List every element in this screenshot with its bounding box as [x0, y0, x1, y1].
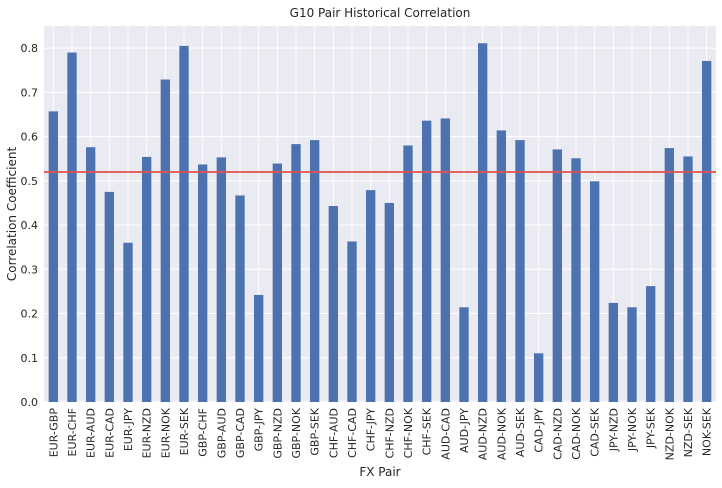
bar-eur-nzd	[142, 156, 152, 402]
x-tick-label: GBP-NOK	[290, 407, 303, 458]
x-tick-label: EUR-GBP	[47, 408, 60, 458]
x-tick-label: CHF-JPY	[365, 408, 378, 451]
bar-cad-sek	[590, 181, 600, 402]
bar-gbp-jpy	[254, 294, 264, 402]
bar-jpy-sek	[646, 286, 656, 402]
x-tick-label: NOK-SEK	[701, 407, 714, 456]
x-tick-label: AUD-JPY	[458, 408, 471, 453]
bar-eur-cad	[104, 191, 114, 402]
bar-nzd-sek	[683, 156, 693, 402]
x-tick-label: CAD-NOK	[570, 407, 583, 460]
bar-jpy-nzd	[608, 302, 618, 402]
bar-aud-nzd	[478, 43, 488, 402]
bar-gbp-nok	[291, 144, 301, 403]
y-tick-label: 0.6	[21, 131, 39, 144]
bars	[48, 43, 712, 403]
bar-cad-jpy	[534, 353, 544, 402]
x-tick-label: EUR-NZD	[141, 408, 154, 458]
bar-chf-cad	[347, 241, 357, 402]
bar-chf-nzd	[384, 202, 394, 402]
bar-aud-sek	[515, 140, 525, 402]
bar-gbp-chf	[198, 164, 208, 402]
x-tick-label: NZD-NOK	[663, 407, 676, 460]
plot-area	[44, 26, 716, 402]
x-tick-label: AUD-SEK	[514, 407, 527, 457]
y-tick-label: 0.0	[21, 396, 39, 409]
bar-cad-nzd	[552, 149, 562, 402]
x-tick-label: GBP-NZD	[271, 408, 284, 459]
x-tick-label: GBP-SEK	[309, 407, 322, 455]
y-axis-title: Correlation Coefficient	[5, 147, 19, 282]
x-tick-label: EUR-CHF	[66, 408, 79, 456]
x-tick-label: GBP-CHF	[197, 408, 210, 457]
x-tick-label: CHF-NZD	[383, 408, 396, 458]
x-tick-label: AUD-NOK	[495, 407, 508, 460]
y-axis-ticks: 0.0 0.1 0.2 0.3 0.4 0.5 0.6 0.7 0.8	[21, 42, 39, 409]
bar-eur-gbp	[48, 111, 58, 402]
y-tick-label: 0.7	[21, 86, 39, 99]
bar-jpy-nok	[627, 307, 637, 402]
bar-chf-nok	[403, 145, 413, 402]
y-tick-label: 0.2	[21, 308, 39, 321]
y-tick-label: 0.1	[21, 352, 39, 365]
y-tick-label: 0.3	[21, 263, 39, 276]
x-tick-label: CHF-NOK	[402, 407, 415, 458]
x-tick-label: JPY-NOK	[626, 407, 639, 452]
bar-eur-jpy	[123, 242, 133, 402]
y-tick-label: 0.5	[21, 175, 39, 188]
x-tick-label: GBP-JPY	[253, 408, 266, 452]
bar-chf-jpy	[366, 190, 376, 402]
chart-title: G10 Pair Historical Correlation	[290, 6, 471, 20]
bar-aud-cad	[440, 118, 450, 402]
bar-eur-sek	[179, 45, 189, 402]
bar-gbp-nzd	[272, 163, 282, 402]
x-tick-label: CAD-SEK	[589, 407, 602, 457]
bar-gbp-aud	[216, 157, 226, 402]
bar-chf-aud	[328, 206, 338, 402]
x-tick-label: EUR-NOK	[159, 407, 172, 458]
bar-gbp-cad	[235, 195, 245, 402]
bar-aud-jpy	[459, 307, 469, 402]
x-tick-label: CHF-CAD	[346, 408, 359, 458]
bar-cad-nok	[571, 158, 581, 402]
x-tick-label: GBP-CAD	[234, 408, 247, 458]
x-axis-title: FX Pair	[359, 465, 400, 479]
y-tick-label: 0.4	[21, 219, 39, 232]
bar-nok-sek	[702, 60, 712, 402]
bar-eur-chf	[67, 52, 77, 403]
x-tick-label: AUD-CAD	[439, 408, 452, 460]
bar-nzd-nok	[664, 148, 674, 402]
x-tick-label: JPY-SEK	[645, 407, 658, 449]
bar-chf-sek	[422, 120, 432, 403]
x-tick-label: AUD-NZD	[477, 408, 490, 460]
x-tick-label: CHF-SEK	[421, 407, 434, 455]
x-tick-label: EUR-JPY	[122, 408, 135, 451]
x-tick-label: EUR-AUD	[85, 408, 98, 458]
x-tick-label: EUR-SEK	[178, 407, 191, 455]
bar-gbp-sek	[310, 140, 320, 402]
bar-aud-nok	[496, 130, 506, 402]
x-tick-label: JPY-NZD	[607, 408, 620, 452]
x-tick-label: CAD-NZD	[551, 408, 564, 460]
x-tick-label: GBP-AUD	[215, 408, 228, 458]
bar-eur-aud	[86, 147, 96, 402]
x-tick-label: CAD-JPY	[533, 408, 546, 453]
x-tick-label: CHF-AUD	[327, 408, 340, 458]
x-axis-ticks: EUR-GBP EUR-CHF EUR-AUD EUR-CAD EUR-JPY EUR-N…	[47, 407, 713, 460]
bar-eur-nok	[160, 79, 170, 402]
x-tick-label: EUR-CAD	[103, 408, 116, 458]
y-tick-label: 0.8	[21, 42, 39, 55]
x-tick-label: NZD-SEK	[682, 407, 695, 457]
